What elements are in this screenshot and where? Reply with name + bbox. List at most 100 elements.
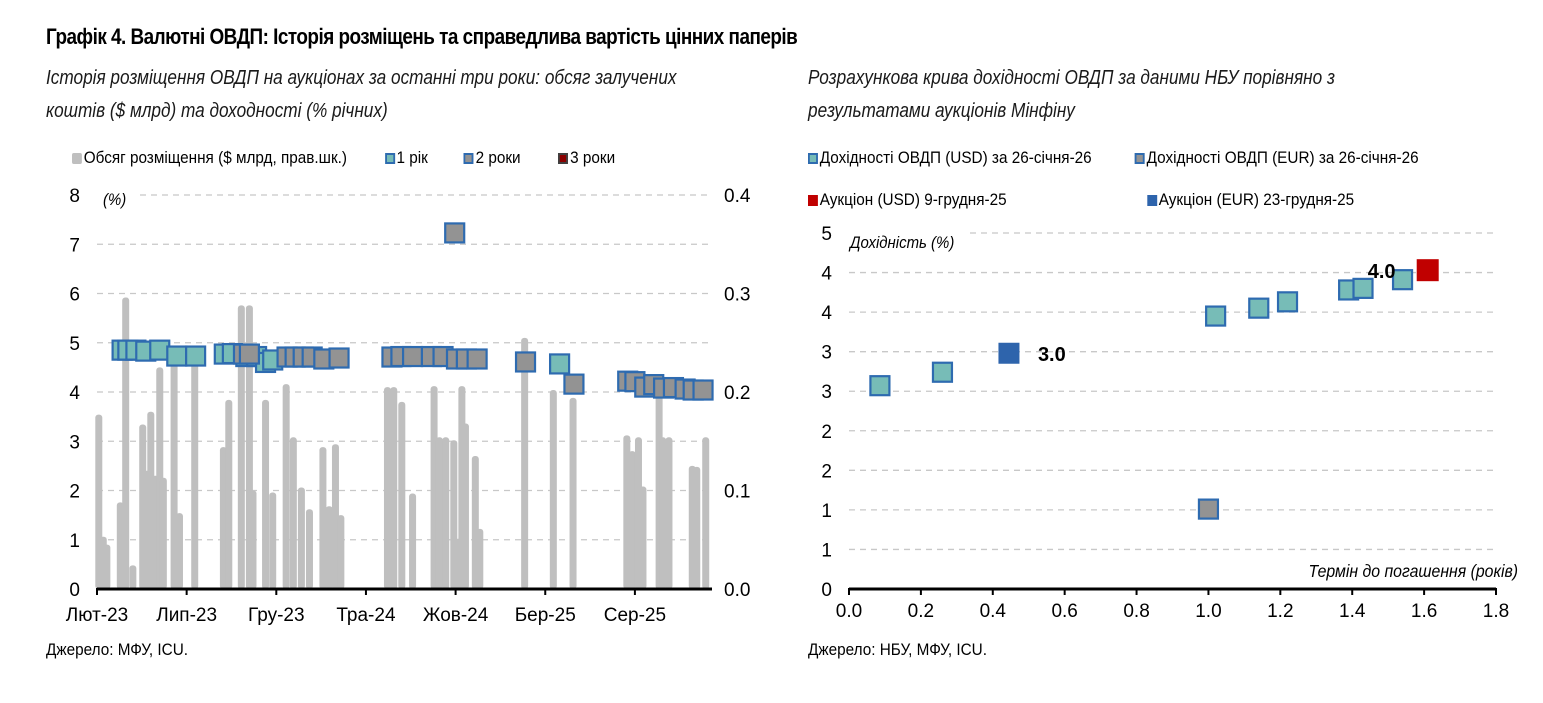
volume-bar [693, 466, 701, 589]
legend-label-usd-curve: Дохідності ОВДП (USD) за 26-січня-26 [819, 148, 1092, 167]
left-x-tick-label: Сер-25 [604, 605, 666, 626]
volume-bar [297, 487, 305, 589]
legend-item-2y: 2 роки [463, 148, 521, 168]
volume-bar [237, 305, 245, 589]
right-chart-y-tick-label: 5 [821, 224, 832, 245]
volume-bar [569, 397, 577, 589]
legend-swatch-usd-curve [808, 152, 818, 164]
volume-bar [639, 486, 647, 589]
right-chart-y-tick-label: 4 [821, 303, 832, 324]
legend-swatch-2y [463, 152, 474, 164]
right-chart-y-tick-label: 1 [821, 540, 832, 561]
marker-usd-curve [1391, 269, 1414, 291]
marker-1y [185, 345, 207, 367]
right-subtitle-line2: результатами аукціонів Мінфіну [808, 100, 1075, 122]
left-y-tick-label: 1 [69, 531, 80, 552]
right-chart-y-tick-label: 0 [821, 580, 832, 601]
marker-usd-curve [1276, 291, 1299, 313]
right-y-tick-label: 0.2 [724, 383, 750, 404]
right-legend-row2: Аукціон (USD) 9-грудня-25 Аукціон (EUR) … [808, 190, 1354, 210]
legend-label-3y: 3 роки [570, 148, 616, 167]
right-x-tick-label: 0.2 [908, 601, 934, 622]
right-chart-subtitle: Розрахункова крива дохідності ОВДП за да… [808, 62, 1335, 128]
volume-bar [442, 437, 450, 589]
legend-item-volume: Обсяг розміщення ($ млрд, прав.шк.) [72, 148, 347, 168]
volume-bar [398, 401, 406, 589]
legend-item-eur-curve: Дохідності ОВДП (EUR) за 26-січня-26 [1134, 148, 1419, 168]
right-chart-y-tick-label: 2 [821, 422, 832, 443]
left-y-tick-label: 3 [69, 432, 80, 453]
volume-bar [103, 544, 111, 589]
volume-bar [175, 513, 183, 589]
volume-bar [319, 447, 327, 589]
volume-bar [170, 362, 178, 589]
volume-bar [623, 435, 631, 589]
marker-1y [166, 345, 188, 367]
right-x-tick-label: 1.0 [1195, 601, 1221, 622]
legend-item-1y: 1 рік [384, 148, 428, 168]
volume-bar [702, 437, 710, 589]
marker-2y [444, 222, 466, 244]
left-subtitle-line2: коштів ($ млрд) та доходності (% річних) [46, 100, 388, 122]
marker-2y [692, 379, 714, 401]
volume-bar [331, 444, 339, 589]
marker-eur-curve [1197, 498, 1220, 520]
left-y-tick-label: 2 [69, 482, 80, 503]
marker-2y [466, 348, 488, 370]
right-y-tick-label: 0.1 [724, 482, 750, 503]
legend-item-usd-curve: Дохідності ОВДП (USD) за 26-січня-26 [808, 148, 1092, 168]
volume-bar [476, 528, 484, 589]
legend-item-3y: 3 роки [558, 148, 615, 168]
volume-bar [305, 509, 313, 589]
left-markers [111, 222, 714, 401]
marker-2y [238, 343, 261, 365]
right-y-tick-label: 0.3 [724, 285, 750, 306]
volume-bar [249, 490, 257, 589]
volume-bar [262, 399, 270, 589]
volume-bar [390, 387, 398, 589]
legend-swatch-eur-auction [1147, 194, 1157, 206]
volume-bar [549, 390, 557, 589]
right-x-tick-label: 1.8 [1483, 601, 1509, 622]
marker-usd-curve [869, 375, 891, 397]
marker-2y [563, 373, 585, 395]
legend-label-eur-auction: Аукціон (EUR) 23-грудня-25 [1158, 190, 1355, 209]
volume-bar [409, 493, 417, 589]
right-chart-y-tick-label: 1 [821, 501, 832, 522]
legend-label-usd-auction: Аукціон (USD) 9-грудня-25 [819, 190, 1007, 209]
right-x-axis-title: Термін до погашення (років) [1308, 561, 1518, 581]
left-y-tick-label: 0 [69, 580, 80, 601]
volume-bar [337, 515, 345, 589]
volume-bar [225, 399, 233, 589]
right-chart-y-tick-label: 4 [821, 264, 832, 285]
left-source: Джерело: МФУ, ICU. [46, 640, 189, 659]
volume-bar [461, 423, 469, 589]
left-x-tick-label: Гру-23 [248, 605, 305, 626]
data-label: 3.0 [1038, 344, 1066, 366]
right-legend-row1: Дохідності ОВДП (USD) за 26-січня-26 Дох… [808, 148, 1419, 168]
left-y-unit-label: (%) [103, 191, 126, 209]
left-y-tick-label: 4 [69, 383, 80, 404]
right-chart-y-tick-label: 3 [821, 343, 832, 364]
left-x-tick-label: Лют-23 [66, 605, 128, 626]
legend-label-volume: Обсяг розміщення ($ млрд, прав.шк.) [83, 148, 347, 167]
left-x-tick-label: Лип-23 [156, 605, 217, 626]
right-subtitle-line1: Розрахункова крива дохідності ОВДП за да… [808, 67, 1335, 89]
left-bars [95, 297, 710, 589]
left-axes: 0 1 2 3 4 5 6 7 8 0.0 0.1 0.2 0.3 0.4 Лют-23 Лип-23 Гру-… [66, 186, 751, 626]
marker-2y [401, 345, 424, 368]
marker-usd-auction [1416, 259, 1439, 282]
marker-eur-auction [998, 342, 1020, 364]
left-y-tick-label: 6 [69, 285, 80, 306]
right-y-tick-label: 0.4 [724, 186, 751, 207]
legend-swatch-1y [384, 152, 395, 164]
left-x-tick-label: Бер-25 [515, 605, 576, 626]
legend-item-usd-auction: Аукціон (USD) 9-грудня-25 [808, 190, 1007, 210]
right-x-tick-label: 1.2 [1267, 601, 1293, 622]
left-y-tick-label: 5 [69, 334, 80, 355]
legend-swatch-usd-auction [808, 194, 818, 206]
marker-2y [514, 351, 537, 373]
right-chart-y-tick-label: 2 [821, 461, 832, 482]
right-chart-y-tick-label: 3 [821, 382, 832, 403]
right-y-axis-title: Дохідність (%) [848, 234, 954, 252]
